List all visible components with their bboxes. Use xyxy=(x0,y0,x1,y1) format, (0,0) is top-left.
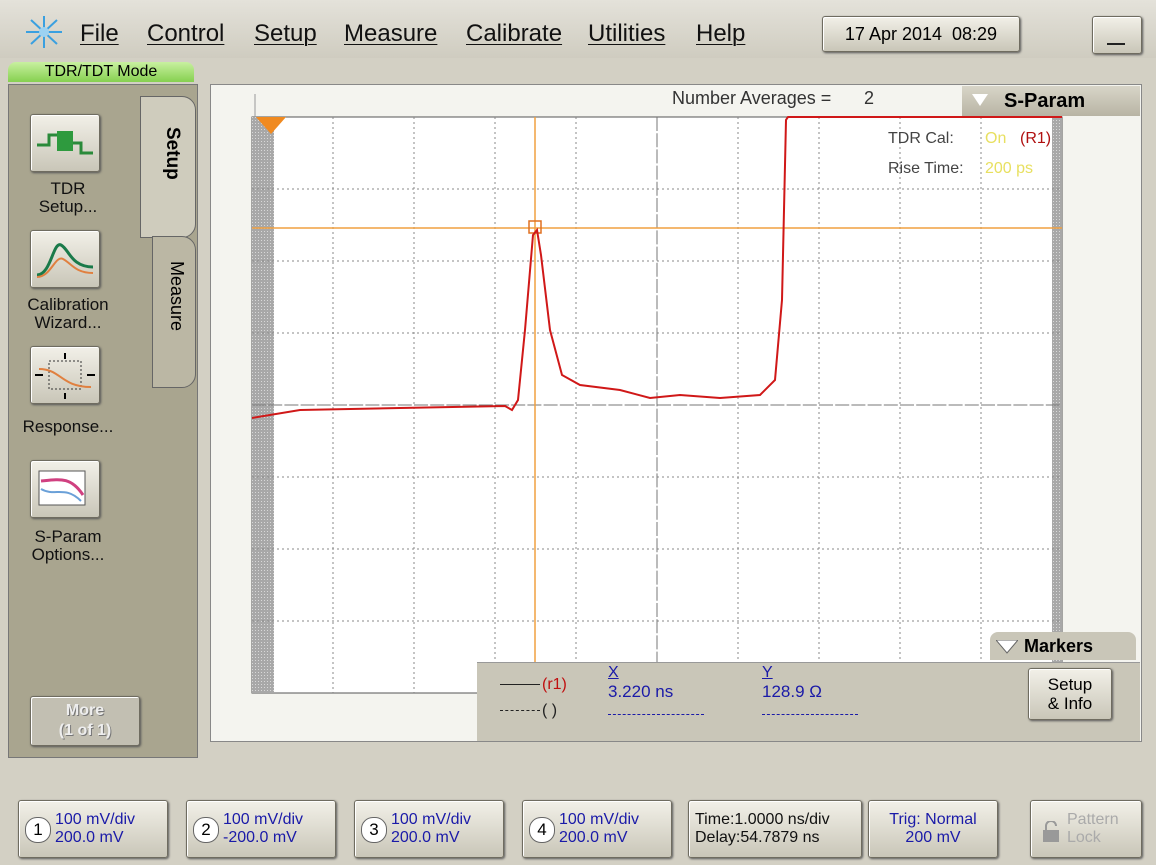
tdr-setup-icon[interactable] xyxy=(30,114,100,172)
sparam-icon[interactable] xyxy=(30,460,100,518)
trigger-level: 200 mV xyxy=(905,829,961,846)
time-scale: Time:1.0000 ns/div xyxy=(695,811,830,828)
rise-time-value: 200 ps xyxy=(985,160,1034,177)
sparam-button[interactable]: S-Param xyxy=(962,86,1140,116)
tdr-cal-ref: (R1) xyxy=(1020,130,1052,147)
channel-offset: 200.0 mV xyxy=(55,829,124,846)
tab-setup[interactable]: Setup xyxy=(140,96,196,238)
menu-item[interactable]: Control xyxy=(147,20,225,47)
trigger-button[interactable]: Trig: Normal 200 mV xyxy=(868,800,998,858)
marker-ref: (r1) xyxy=(542,676,567,693)
lock-icon xyxy=(1043,821,1059,842)
marker-ref: ( ) xyxy=(542,702,558,719)
label-line: Calibration xyxy=(27,295,109,314)
channel-button[interactable]: 1 100 mV/div 200.0 mV xyxy=(18,800,168,858)
menu-item[interactable]: Measure xyxy=(344,20,438,47)
y-value: 128.9 Ω xyxy=(762,682,822,701)
channel-scale: 100 mV/div xyxy=(55,811,136,828)
channel-offset: 200.0 mV xyxy=(559,829,628,846)
menu-item[interactable]: Utilities xyxy=(588,20,666,47)
tab-label: Setup xyxy=(162,127,183,180)
x-placeholder xyxy=(608,714,704,715)
dropdown-arrow xyxy=(972,94,988,106)
marker-line xyxy=(500,684,540,685)
channel-number: 3 xyxy=(361,817,387,843)
channel-number: 2 xyxy=(193,817,219,843)
channel-number: 1 xyxy=(25,817,51,843)
averages-label: Number Averages = xyxy=(672,88,832,108)
pattern-lock-button[interactable]: Pattern Lock xyxy=(1030,800,1142,858)
channel-button[interactable]: 2 100 mV/div -200.0 mV xyxy=(186,800,336,858)
label-line: & Info xyxy=(1047,694,1093,713)
timebase-button[interactable]: Time:1.0000 ns/div Delay:54.7879 ns xyxy=(688,800,862,858)
trigger-mode: Trig: Normal xyxy=(889,811,977,828)
more-button[interactable]: More (1 of 1) xyxy=(30,696,140,746)
y-header: Y xyxy=(762,664,773,681)
setup-info-button[interactable]: Setup & Info xyxy=(1028,668,1112,720)
label-line: Pattern xyxy=(1067,811,1119,828)
calibration-icon[interactable] xyxy=(30,230,100,288)
label-line: Response... xyxy=(22,417,114,436)
tab-label: Measure xyxy=(167,261,187,332)
x-value: 3.220 ns xyxy=(608,682,674,701)
channel-scale: 100 mV/div xyxy=(223,811,304,828)
minimize-glyph xyxy=(1107,43,1125,45)
channel-offset: 200.0 mV xyxy=(391,829,460,846)
channel-button[interactable]: 4 100 mV/div 200.0 mV xyxy=(522,800,672,858)
minimize-button[interactable] xyxy=(1092,16,1142,54)
time-delay: Delay:54.7879 ns xyxy=(695,829,820,846)
label-line: (1 of 1) xyxy=(58,722,112,739)
menu-item[interactable]: Setup xyxy=(254,20,317,47)
channel-scale: 100 mV/div xyxy=(559,811,640,828)
channel-offset: -200.0 mV xyxy=(223,829,297,846)
tdr-cal-value: On xyxy=(985,130,1007,147)
x-header: X xyxy=(608,664,619,681)
label-line: Setup... xyxy=(38,197,98,216)
label-line: Options... xyxy=(31,545,105,564)
channel-scale: 100 mV/div xyxy=(391,811,472,828)
date-time: 17 Apr 2014 08:29 xyxy=(822,16,1020,52)
marker-line xyxy=(500,710,540,711)
label-line: Lock xyxy=(1067,829,1101,846)
button-label: S-Param Options... xyxy=(8,528,128,564)
menu-item[interactable]: Calibrate xyxy=(466,20,563,47)
label-line: More xyxy=(65,702,105,719)
markers-arrow xyxy=(996,640,1018,654)
response-icon[interactable] xyxy=(30,346,100,404)
tab-measure[interactable]: Measure xyxy=(152,236,196,388)
markers-header[interactable]: Markers xyxy=(990,632,1136,660)
channel-number: 4 xyxy=(529,817,555,843)
label-line: Wizard... xyxy=(34,313,102,332)
tdr-cal-label: TDR Cal: xyxy=(888,130,954,147)
button-label: TDR Setup... xyxy=(8,180,128,216)
channel-button[interactable]: 3 100 mV/div 200.0 mV xyxy=(354,800,504,858)
y-placeholder xyxy=(762,714,858,715)
menu-item[interactable]: File xyxy=(80,20,119,47)
label-line: S-Param xyxy=(34,527,102,546)
rise-time-label: Rise Time: xyxy=(888,160,964,177)
averages-value: 2 xyxy=(864,88,875,108)
button-label: Response... xyxy=(8,418,128,436)
mode-label: TDR/TDT Mode xyxy=(8,62,194,82)
label-line: Setup xyxy=(1047,675,1093,694)
menu-item[interactable]: Help xyxy=(696,20,746,47)
graticule xyxy=(251,94,1063,694)
label-line: TDR xyxy=(50,179,86,198)
logo xyxy=(26,16,62,48)
button-label: Calibration Wizard... xyxy=(8,296,128,332)
